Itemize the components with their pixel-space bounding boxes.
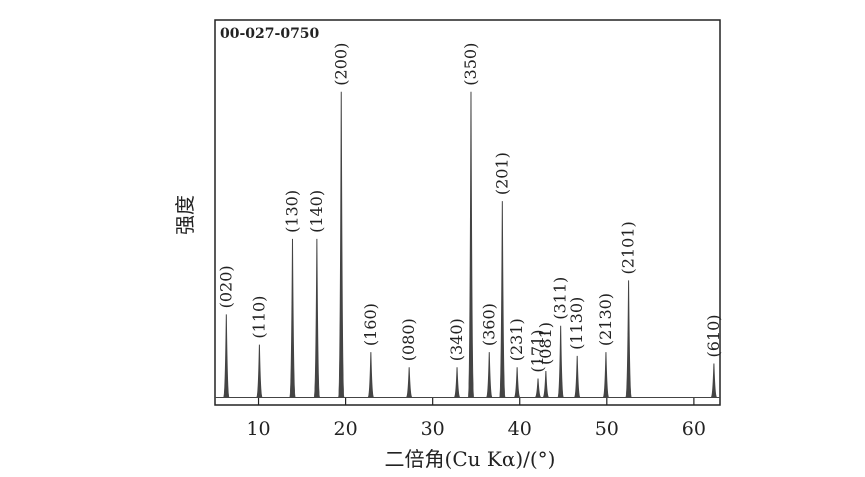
peak-label: (080)	[399, 318, 418, 361]
peak-label: (110)	[249, 296, 268, 339]
y-axis-label: 强度	[173, 195, 197, 235]
x-tick-label: 50	[595, 418, 619, 440]
peak	[222, 314, 230, 398]
peak	[513, 367, 521, 398]
x-tick-label: 20	[334, 418, 358, 440]
peak	[337, 91, 345, 398]
peak-label: (311)	[551, 277, 570, 320]
x-tick-label: 40	[508, 418, 532, 440]
x-tick-label: 10	[246, 418, 270, 440]
peak-label: (160)	[361, 303, 380, 346]
peak-label: (130)	[282, 190, 301, 233]
peak	[534, 378, 542, 398]
peak	[602, 352, 610, 398]
peak	[498, 201, 506, 398]
peak-label: (081)	[536, 322, 555, 365]
peak-label: (200)	[331, 43, 350, 86]
x-axis-label: 二倍角(Cu Kα)/(°)	[385, 447, 556, 471]
peak-label: (020)	[216, 265, 235, 308]
peak	[255, 344, 263, 398]
plot-frame	[214, 19, 721, 406]
peak	[467, 91, 475, 398]
peak	[710, 363, 718, 398]
peak-label: (610)	[704, 314, 723, 357]
peak-label: (231)	[507, 318, 526, 361]
peak-label: (360)	[479, 303, 498, 346]
peak-label: (201)	[492, 152, 511, 195]
peak-label: (140)	[307, 190, 326, 233]
peak	[557, 325, 565, 398]
peak	[405, 367, 413, 398]
peak-label: (2101)	[619, 221, 638, 274]
peak	[625, 280, 633, 398]
peak	[453, 367, 461, 398]
peak-label: (171)	[528, 330, 547, 373]
peak	[573, 355, 581, 398]
pdf-card-label: 00-027-0750	[220, 26, 320, 42]
peak-label: (350)	[461, 43, 480, 86]
peak-label: (2130)	[596, 293, 615, 346]
x-tick-label: 60	[682, 418, 706, 440]
peak-label: (340)	[447, 318, 466, 361]
peak-label: (1130)	[567, 297, 586, 350]
peak	[485, 352, 493, 398]
peak	[367, 352, 375, 398]
x-tick-label: 30	[421, 418, 445, 440]
peak	[542, 371, 550, 398]
peak	[313, 238, 321, 398]
peak	[288, 238, 296, 398]
